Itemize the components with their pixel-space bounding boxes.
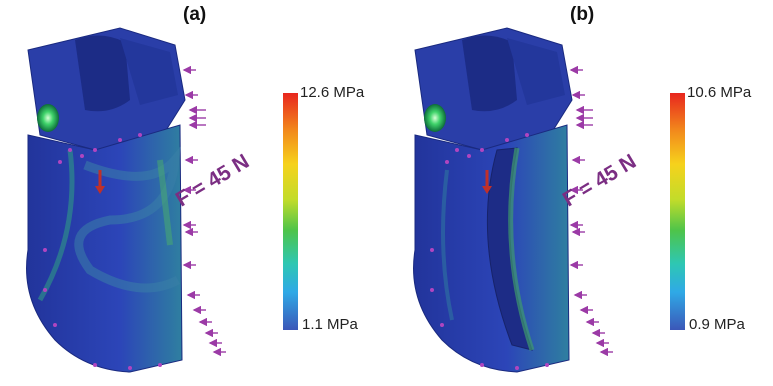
colorbar-min-label: 1.1 MPa bbox=[302, 316, 358, 333]
bolt-hole bbox=[37, 104, 59, 132]
panel-title: (b) bbox=[570, 4, 595, 25]
bolt-hole bbox=[424, 104, 446, 132]
panel-title: (a) bbox=[183, 4, 207, 25]
panel-b: (b) bbox=[387, 0, 773, 386]
stress-colorbar bbox=[283, 93, 298, 330]
stress-plot-model bbox=[26, 27, 226, 373]
panel-a: (a) bbox=[0, 0, 386, 386]
load-arrows bbox=[569, 65, 613, 357]
stress-plot-model bbox=[413, 27, 613, 373]
colorbar-max-label: 10.6 MPa bbox=[687, 84, 752, 101]
load-arrows bbox=[182, 65, 226, 357]
colorbar-max-label: 12.6 MPa bbox=[300, 84, 365, 101]
stress-colorbar bbox=[670, 93, 685, 330]
colorbar-min-label: 0.9 MPa bbox=[689, 316, 745, 333]
